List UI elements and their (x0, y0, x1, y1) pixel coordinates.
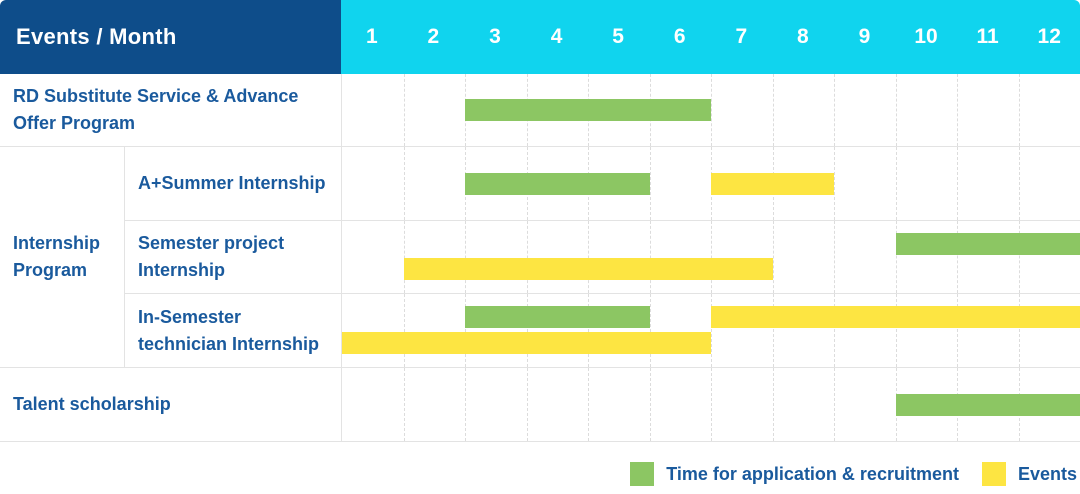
grid-cell-month-8 (772, 221, 835, 293)
grid-cell-month-1 (342, 74, 404, 146)
month-header-1: 1 (365, 25, 378, 48)
grid-cell-month-3 (465, 221, 527, 293)
row-label-text: In-Semester technician Internship (138, 306, 320, 354)
grid-cell-month-1 (342, 221, 404, 293)
grid-cell-month-11 (957, 221, 1019, 293)
grid-cell-month-7 (711, 368, 773, 441)
month-header-5: 5 (612, 25, 624, 48)
month-header-9: 9 (858, 25, 871, 48)
month-header-11: 11 (976, 25, 999, 48)
grid-cell-month-2 (403, 147, 466, 220)
month-header-10: 10 (914, 25, 938, 48)
grid-cell-month-12 (1018, 221, 1080, 293)
row-label-talent-scholarship: Talent scholarship (0, 368, 341, 442)
grid-cell-month-6 (649, 221, 712, 293)
grid-cell-month-9 (834, 368, 896, 441)
grid-cell-month-9 (834, 221, 896, 293)
legend: Time for application & recruitment Event… (0, 462, 1080, 486)
grid-cell-month-10 (895, 221, 958, 293)
row-label-rd-substitute-service: RD Substitute Service & Advance Offer Pr… (0, 74, 341, 147)
month-header-7: 7 (735, 25, 748, 48)
grid-cell-month-1 (342, 147, 404, 220)
application-bar (465, 99, 711, 121)
legend-label-application: Time for application & recruitment (666, 463, 959, 484)
month-header-12: 12 (1037, 25, 1061, 48)
grid-cell-month-2 (403, 368, 466, 441)
grid-cell-month-8 (772, 74, 835, 146)
grid-cell-month-8 (772, 294, 835, 367)
grid-cell-month-9 (834, 147, 896, 220)
grid-cell-month-4 (526, 221, 589, 293)
grid-cell-month-11 (957, 294, 1019, 367)
month-header-6: 6 (673, 25, 686, 48)
grid-cell-month-6 (649, 294, 712, 367)
grid-cell-month-5 (588, 368, 650, 441)
events-bar (342, 332, 711, 354)
grid-cell-month-1 (342, 368, 404, 441)
month-header-8: 8 (797, 25, 809, 48)
grid-cell-month-3 (465, 294, 527, 367)
events-bar (711, 172, 834, 195)
grid-cell-month-10 (895, 294, 958, 367)
events-bar (403, 258, 773, 280)
grid-cell-month-2 (403, 221, 466, 293)
grid-cell-month-9 (834, 294, 896, 367)
month-header-4: 4 (550, 25, 563, 48)
application-bar (465, 172, 650, 195)
legend-label-events: Events (1017, 463, 1077, 484)
grid-cell-month-1 (342, 294, 404, 367)
gantt-track-semester-project (341, 221, 1080, 294)
grid-cell-month-5 (588, 294, 650, 367)
application-bar (895, 393, 1080, 416)
grid-cell-month-6 (649, 368, 712, 441)
grid-cell-month-7 (711, 74, 773, 146)
grid-cell-month-3 (465, 368, 527, 441)
grid-cell-month-12 (1018, 74, 1080, 146)
row-label-a-plus-summer-internship: A+Summer Internship (124, 147, 341, 221)
row-label-text: RD Substitute Service & Advance Offer Pr… (13, 86, 299, 133)
gantt-track-talent-scholarship (341, 368, 1080, 442)
application-bar (465, 306, 650, 328)
grid-cell-month-12 (1018, 147, 1080, 220)
table-header-title: Events / Month (0, 0, 341, 74)
month-header-2: 2 (427, 25, 440, 48)
legend-item-application: Time for application & recruitment (630, 462, 959, 486)
gantt-track-in-semester-technician (341, 294, 1080, 368)
month-header-3: 3 (489, 25, 501, 48)
row-label-text: Talent scholarship (13, 394, 171, 414)
application-bar (895, 233, 1080, 255)
gantt-track-a-plus-summer (341, 147, 1080, 221)
row-label-text: A+Summer Internship (138, 173, 326, 193)
grid-cell-month-7 (711, 221, 773, 293)
events-swatch-icon (981, 462, 1006, 486)
group-label-text: Internship Program (13, 233, 101, 280)
grid-cell-month-6 (649, 147, 712, 220)
row-label-semester-project-internship: Semester project Internship (124, 221, 341, 294)
grid-cell-month-2 (403, 74, 466, 146)
gantt-track-rd-substitute (341, 74, 1080, 147)
grid-cell-month-4 (526, 368, 589, 441)
grid-cell-month-12 (1018, 294, 1080, 367)
application-swatch-icon (630, 462, 655, 486)
legend-item-events: Events (981, 462, 1077, 486)
grid-cell-month-7 (711, 294, 773, 367)
grid-cell-month-8 (772, 368, 835, 441)
row-label-in-semester-technician-internship: In-Semester technician Internship (124, 294, 341, 368)
grid-cell-month-4 (526, 294, 589, 367)
grid-cell-month-10 (895, 147, 958, 220)
events-bar (711, 306, 1080, 328)
grid-cell-month-5 (588, 221, 650, 293)
grid-cell-month-2 (403, 294, 466, 367)
events-month-table: Events / Month 1 2 3 4 5 6 7 8 9 10 11 12 RD Substi… (0, 0, 1080, 442)
group-label-internship-program: Internship Program (0, 147, 124, 368)
month-header-row: 1 2 3 4 5 6 7 8 9 10 11 12 (341, 0, 1080, 74)
table-header-title-text: Events / Month (16, 24, 177, 49)
grid-cell-month-11 (957, 147, 1019, 220)
row-label-text: Semester project Internship (138, 233, 285, 280)
grid-cell-month-10 (895, 74, 958, 146)
grid-cell-month-11 (957, 74, 1019, 146)
grid-cell-month-9 (834, 74, 896, 146)
